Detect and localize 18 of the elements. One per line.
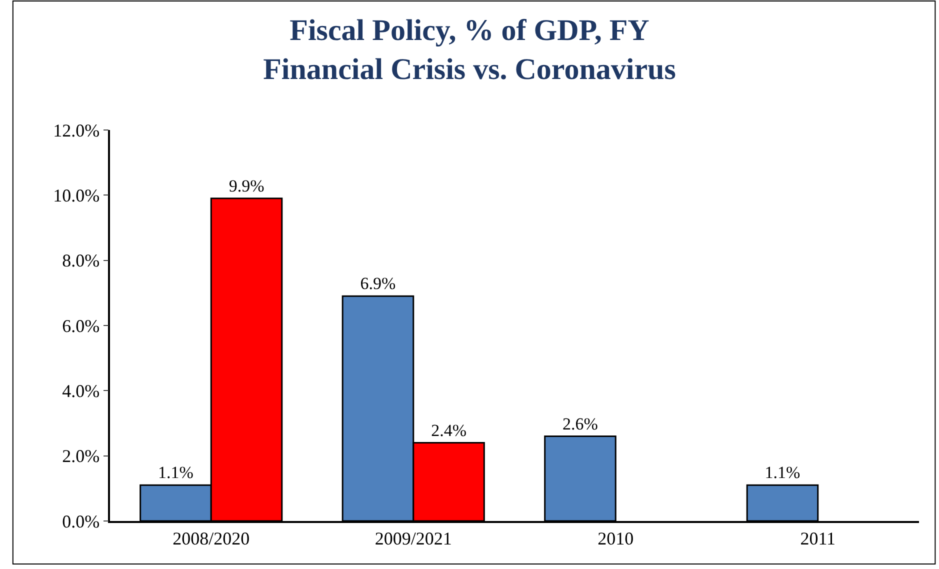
data-label: 1.1%	[764, 463, 800, 482]
data-label: 9.9%	[228, 176, 264, 196]
x-tick-label: 2011	[800, 528, 836, 548]
x-tick-label: 2008/2020	[172, 528, 250, 548]
chart-title: Fiscal Policy, % of GDP, FY Financial Crisis vs. Coronavirus	[263, 14, 676, 86]
y-tick-label: 2.0%	[62, 446, 100, 466]
y-tick-label: 6.0%	[62, 316, 100, 336]
data-label: 1.1%	[158, 463, 194, 482]
x-tick-label: 2009/2021	[374, 528, 452, 548]
y-tick-label: 4.0%	[62, 380, 100, 401]
data-label: 2.4%	[431, 420, 466, 440]
data-label: 2.6%	[562, 414, 598, 434]
y-tick-label: 10.0%	[53, 185, 100, 206]
x-tick-label: 2010	[598, 528, 634, 548]
y-tick-label: 8.0%	[62, 250, 100, 271]
y-tick-label: 0.0%	[62, 511, 100, 532]
data-label: 6.9%	[360, 274, 396, 294]
y-tick-label: 12.0%	[53, 120, 100, 140]
